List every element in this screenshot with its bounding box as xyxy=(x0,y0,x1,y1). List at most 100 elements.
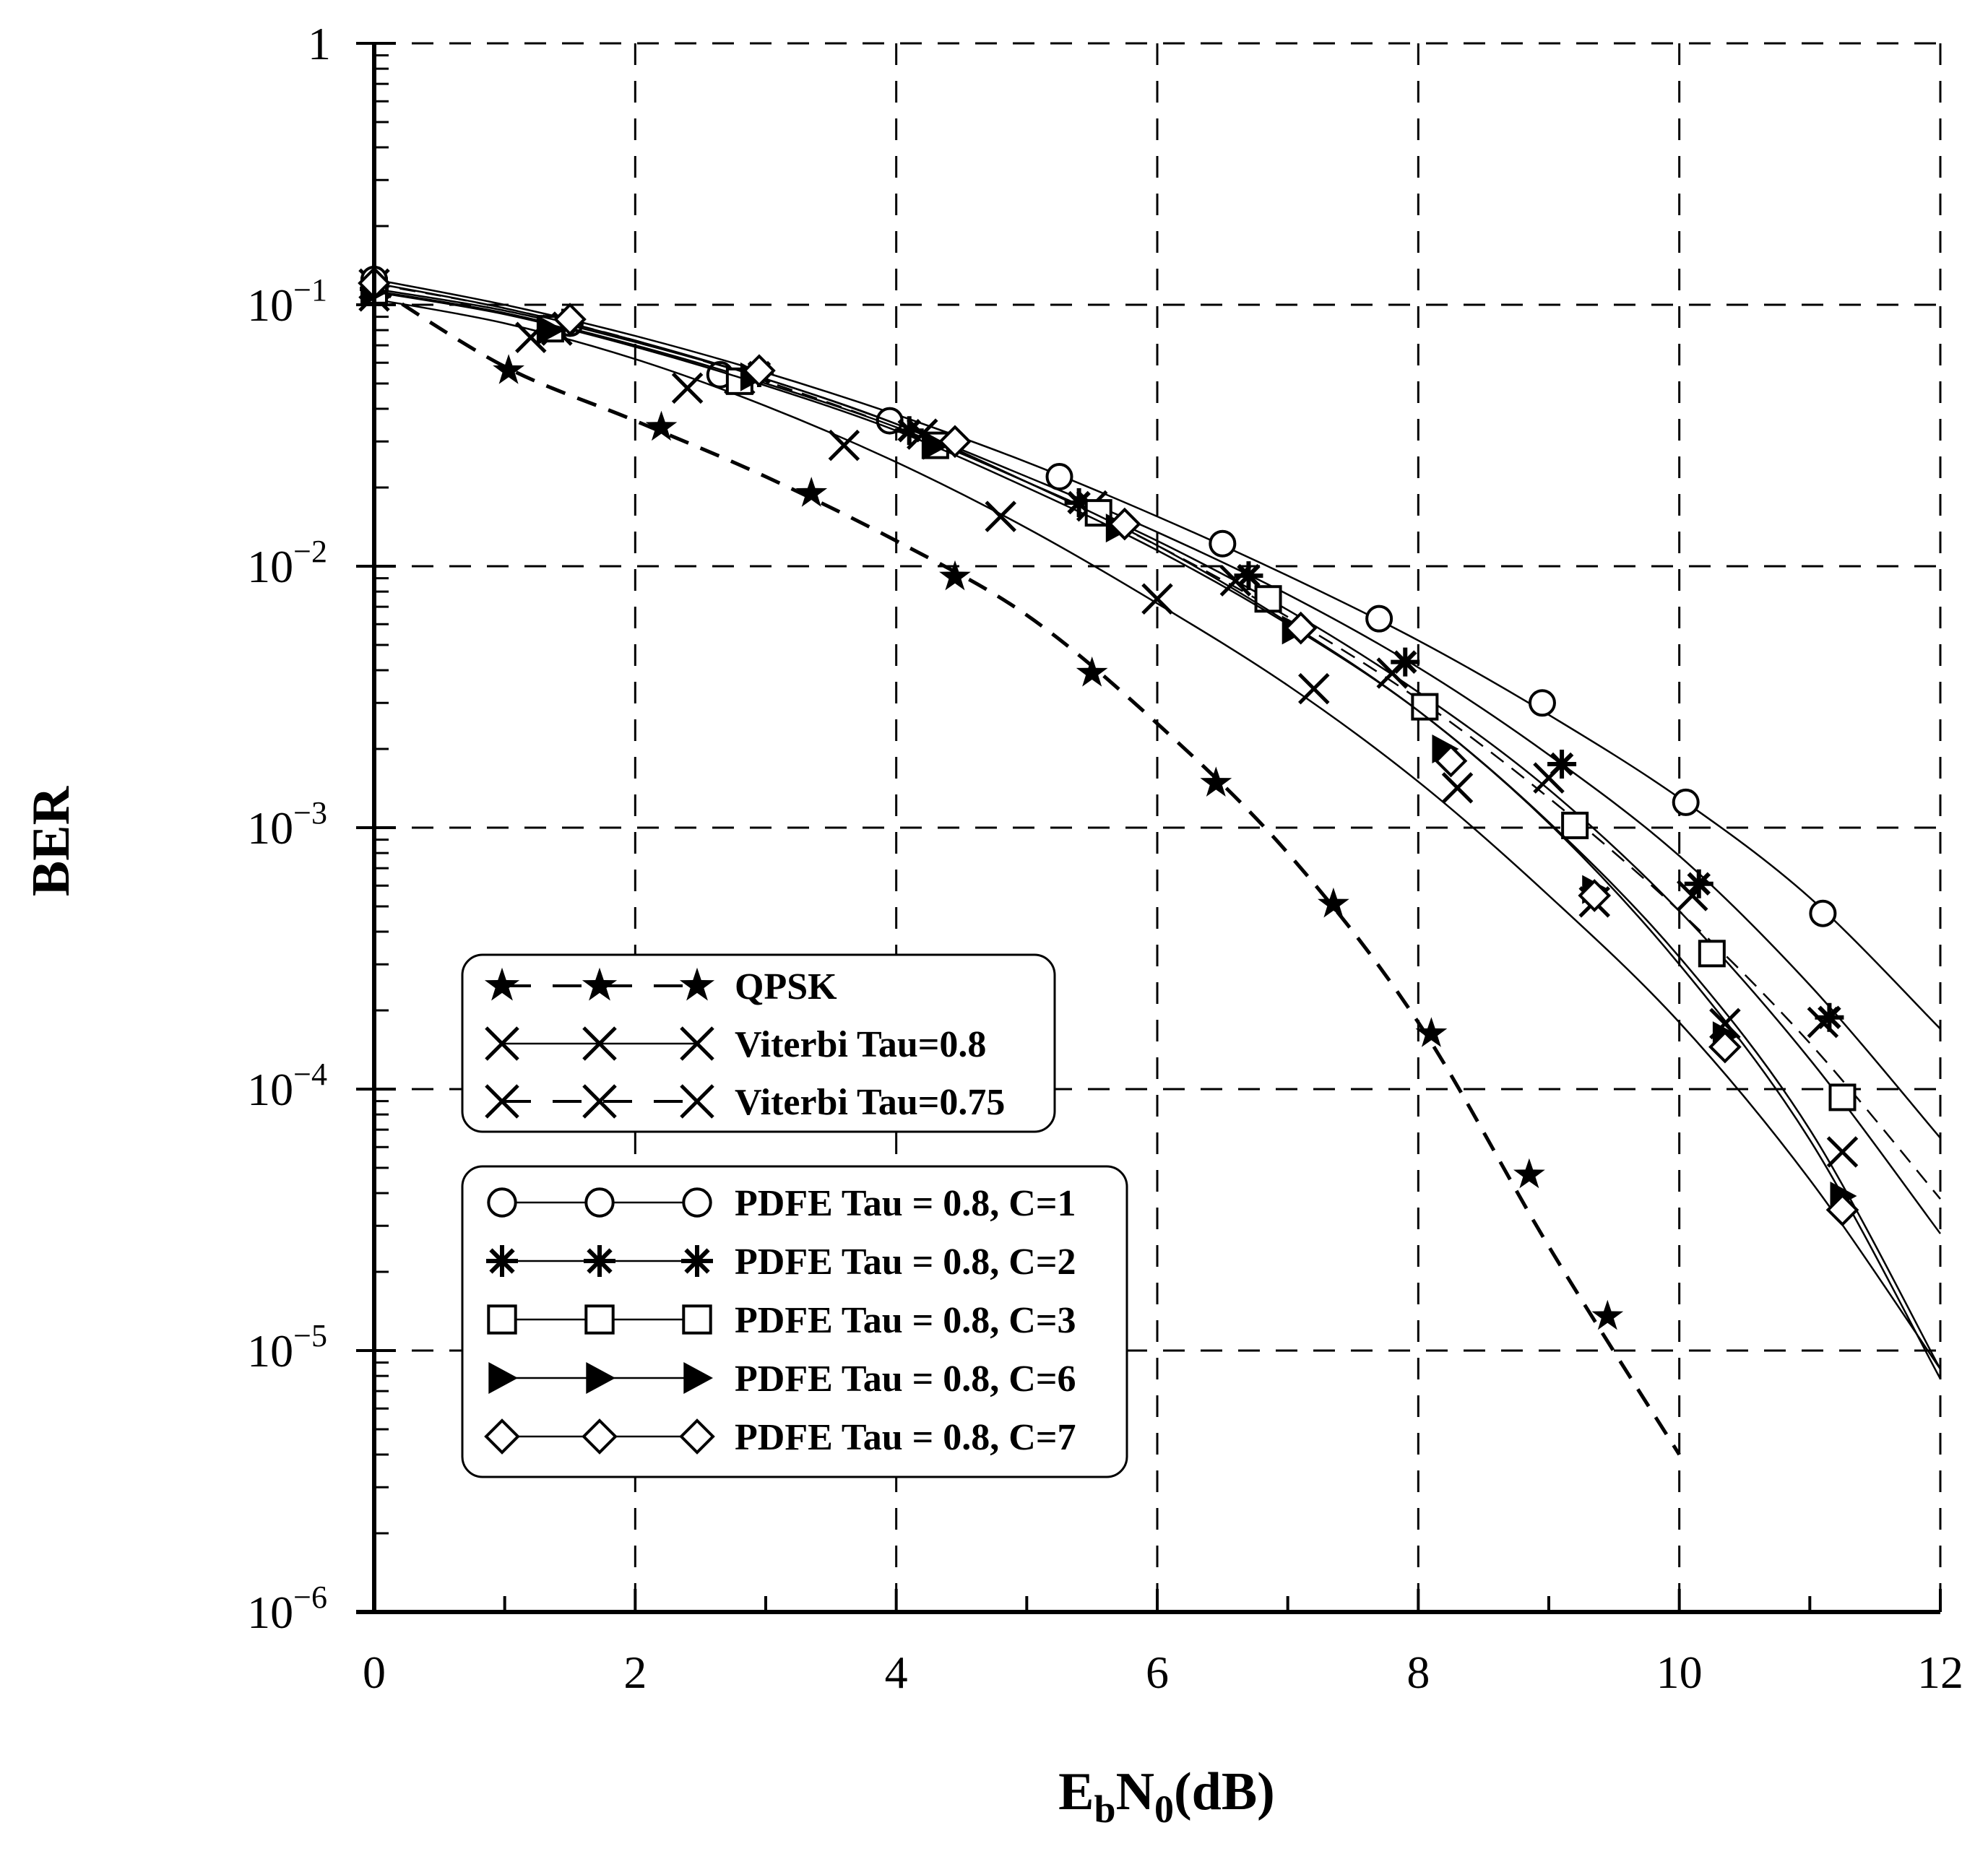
x-tick-label: 8 xyxy=(1406,1647,1430,1698)
x-tick-label: 6 xyxy=(1146,1647,1169,1698)
triangle-marker xyxy=(488,1362,518,1394)
x-marker-stroke xyxy=(671,372,704,404)
series-line xyxy=(373,278,1941,1030)
legend-box-pdfe xyxy=(461,1165,1128,1478)
asterisk-marker xyxy=(486,1245,518,1277)
legend-label: PDFE Tau = 0.8, C=2 xyxy=(735,1242,1076,1283)
diamond-marker xyxy=(1708,1030,1742,1064)
star-marker xyxy=(1076,656,1108,687)
x-axis-title-part: (dB) xyxy=(1174,1762,1275,1821)
circle-marker xyxy=(1809,899,1837,927)
x-tick-label: 2 xyxy=(623,1647,647,1698)
x-axis-title-part: E xyxy=(1058,1762,1094,1821)
asterisk-marker-stroke xyxy=(1550,752,1574,776)
star-marker xyxy=(493,354,524,384)
diamond-marker xyxy=(679,1418,715,1455)
y-tick-label: 10−6 xyxy=(247,1580,327,1638)
y-tick-exponent: −2 xyxy=(293,534,327,569)
asterisk-marker-stroke xyxy=(1237,563,1261,588)
asterisk-marker xyxy=(1815,1002,1844,1032)
circle-marker xyxy=(1672,788,1700,816)
x-marker xyxy=(671,372,704,404)
y-tick-exponent: −3 xyxy=(293,795,327,831)
asterisk-marker xyxy=(681,1245,713,1277)
x-marker-stroke xyxy=(680,1084,714,1119)
x-marker-stroke xyxy=(1826,1136,1859,1168)
x-marker xyxy=(828,429,860,462)
legend-entry: PDFE Tau = 0.8, C=7 xyxy=(484,1417,1076,1458)
x-marker-stroke xyxy=(485,1026,519,1061)
circle-marker xyxy=(682,1187,712,1218)
series-pdfe-tau-0-8-c-1 xyxy=(360,265,1941,1030)
x-marker-stroke xyxy=(1298,672,1330,705)
y-tick-exponent: −5 xyxy=(293,1318,327,1353)
x-marker xyxy=(1826,1136,1859,1168)
x-marker xyxy=(680,1026,714,1061)
star-marker xyxy=(1200,766,1232,797)
y-tick-label: 10−5 xyxy=(247,1318,327,1377)
x-marker xyxy=(485,1084,519,1119)
series-line xyxy=(373,298,1942,1370)
legend-entry: PDFE Tau = 0.8, C=2 xyxy=(486,1242,1076,1283)
legend-entry: PDFE Tau = 0.8, C=1 xyxy=(487,1183,1076,1224)
square-marker xyxy=(487,1304,517,1335)
square-marker xyxy=(1698,940,1726,968)
asterisk-marker xyxy=(584,1245,615,1277)
x-marker-stroke xyxy=(828,429,860,462)
star-marker xyxy=(1318,887,1349,918)
star-marker xyxy=(484,967,520,1001)
star-marker xyxy=(939,560,971,591)
square-marker xyxy=(1828,1083,1857,1112)
circle-marker xyxy=(1528,689,1556,717)
square-marker xyxy=(682,1304,712,1335)
y-tick-exponent: −6 xyxy=(293,1580,327,1615)
asterisk-marker xyxy=(1391,647,1420,677)
asterisk-marker-stroke xyxy=(1687,872,1711,896)
triangle-marker xyxy=(537,316,565,345)
diamond-marker xyxy=(1284,611,1318,645)
circle-marker xyxy=(487,1187,517,1218)
y-tick-label: 1 xyxy=(308,18,331,69)
x-marker xyxy=(485,1026,519,1061)
legend-entry: PDFE Tau = 0.8, C=3 xyxy=(487,1300,1076,1341)
x-marker-stroke xyxy=(985,500,1016,532)
x-marker xyxy=(1298,672,1330,705)
triangle-marker xyxy=(586,1362,615,1394)
legend-entry: PDFE Tau = 0.8, C=6 xyxy=(488,1358,1076,1400)
x-marker-stroke xyxy=(1141,583,1173,615)
legend-entry: QPSK xyxy=(484,966,837,1008)
x-marker-stroke xyxy=(485,1084,519,1119)
series-plot-area xyxy=(358,265,1942,1456)
legend-label: PDFE Tau = 0.8, C=1 xyxy=(735,1183,1076,1224)
triangle-marker xyxy=(683,1362,713,1394)
x-axis-title: EbN0(dB) xyxy=(1058,1762,1275,1831)
diamond-marker xyxy=(743,354,776,387)
diamond-marker xyxy=(1578,879,1612,912)
x-tick-label: 4 xyxy=(885,1647,908,1698)
diamond-marker xyxy=(1108,507,1141,541)
x-axis-title-part: b xyxy=(1094,1788,1116,1831)
x-marker xyxy=(1441,772,1474,804)
legend-label: PDFE Tau = 0.8, C=3 xyxy=(735,1300,1076,1341)
star-marker xyxy=(582,967,618,1001)
asterisk-marker xyxy=(1547,750,1577,779)
y-tick-label: 10−1 xyxy=(247,272,327,331)
asterisk-marker-stroke xyxy=(1393,650,1417,674)
x-axis-title-part: N xyxy=(1116,1762,1154,1821)
x-marker-stroke xyxy=(582,1026,617,1061)
star-marker xyxy=(1415,1017,1448,1047)
circle-marker xyxy=(1045,463,1073,491)
legend-label: QPSK xyxy=(735,966,837,1008)
axes xyxy=(356,42,1942,1614)
square-marker xyxy=(1561,811,1589,839)
x-axis-title-part: 0 xyxy=(1154,1788,1174,1831)
x-marker xyxy=(1141,583,1173,615)
asterisk-marker xyxy=(894,416,924,446)
y-tick-label: 10−2 xyxy=(247,534,327,592)
circle-marker xyxy=(1365,604,1393,633)
circle-marker xyxy=(584,1187,615,1218)
series-line xyxy=(373,282,1942,1379)
y-axis-title: BER xyxy=(22,785,81,896)
legend-box-reference xyxy=(461,953,1056,1133)
asterisk-marker-stroke xyxy=(1818,1005,1841,1030)
